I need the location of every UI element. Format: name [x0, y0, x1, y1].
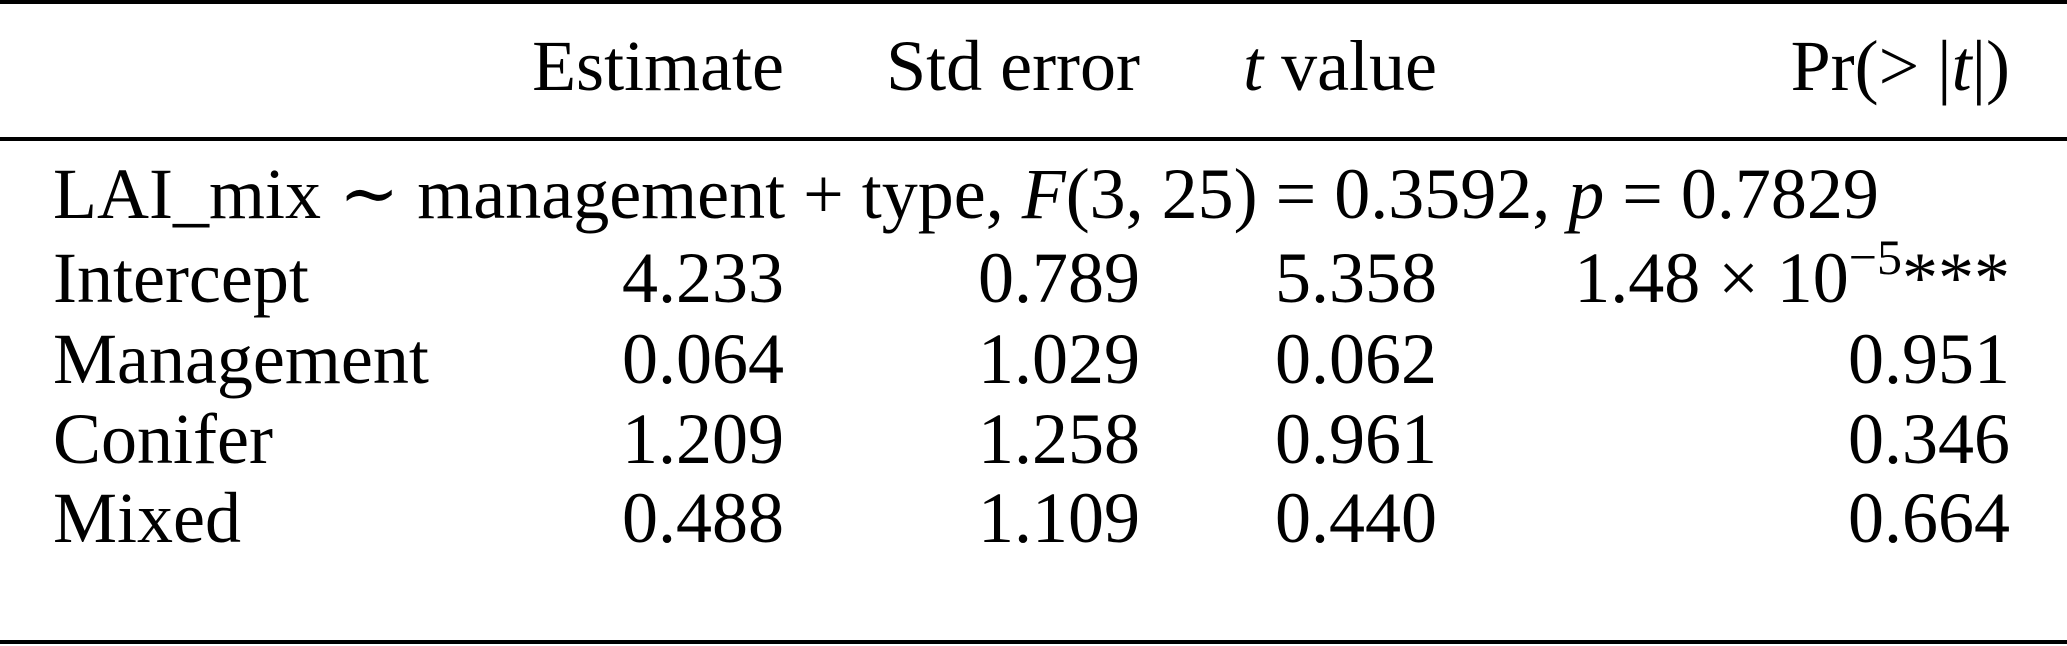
header-rule — [0, 137, 2067, 141]
term: Intercept — [53, 238, 309, 318]
formula: LAI_mix ∼ management + type, — [53, 154, 1022, 234]
t-value: 5.358 — [1275, 238, 1437, 318]
std-error: 1.258 — [978, 399, 1140, 479]
std-error: 1.109 — [978, 478, 1140, 558]
bottom-rule — [0, 640, 2067, 644]
estimate: 0.064 — [622, 319, 784, 399]
term: Management — [53, 319, 429, 399]
top-rule — [0, 0, 2067, 4]
f-stat: (3, 25) = 0.3592, — [1065, 154, 1569, 234]
p-value: 0.346 — [1848, 399, 2010, 479]
term: Conifer — [53, 399, 273, 479]
header-estimate: Estimate — [532, 26, 784, 106]
p-value: 1.48 × 10−5*** — [1574, 232, 2010, 314]
header-t-value: t value — [1243, 30, 1437, 102]
t-symbol: t — [1951, 26, 1972, 106]
pr-suffix: |) — [1971, 26, 2010, 106]
t-value: 0.062 — [1275, 319, 1437, 399]
value-label: value — [1263, 26, 1437, 106]
std-error: 1.029 — [978, 319, 1140, 399]
p-exponent: −5 — [1848, 229, 1902, 285]
estimate: 0.488 — [622, 478, 784, 558]
header-p-value: Pr(> |t|) — [1791, 30, 2010, 102]
table-row: Conifer 1.209 1.258 0.961 0.346 — [0, 395, 2067, 475]
f-label: F — [1021, 154, 1066, 234]
term: Mixed — [53, 478, 241, 558]
t-value: 0.440 — [1275, 478, 1437, 558]
p-mantissa: 1.48 × 10 — [1574, 238, 1849, 318]
t-value: 0.961 — [1275, 399, 1437, 479]
p-value: 0.664 — [1848, 478, 2010, 558]
estimate: 4.233 — [622, 238, 784, 318]
pr-prefix: Pr(> | — [1790, 26, 1952, 106]
table-row: Management 0.064 1.029 0.062 0.951 — [0, 315, 2067, 395]
p-value: = 0.7829 — [1604, 154, 1879, 234]
table-row: Intercept 4.233 0.789 5.358 1.48 × 10−5*… — [0, 232, 2067, 318]
model-row: LAI_mix ∼ management + type, F(3, 25) = … — [0, 150, 2067, 230]
std-error: 0.789 — [978, 238, 1140, 318]
estimate: 1.209 — [622, 399, 784, 479]
p-value: 0.951 — [1848, 319, 2010, 399]
header-std-error: Std error — [886, 26, 1140, 106]
t-symbol: t — [1243, 26, 1264, 106]
header-row: Estimate Std error t value Pr(> |t|) — [0, 22, 2067, 102]
significance-stars: *** — [1902, 238, 2010, 318]
model-formula: LAI_mix ∼ management + type, F(3, 25) = … — [53, 158, 1879, 230]
p-label: p — [1568, 154, 1605, 234]
table-row: Mixed 0.488 1.109 0.440 0.664 — [0, 474, 2067, 554]
